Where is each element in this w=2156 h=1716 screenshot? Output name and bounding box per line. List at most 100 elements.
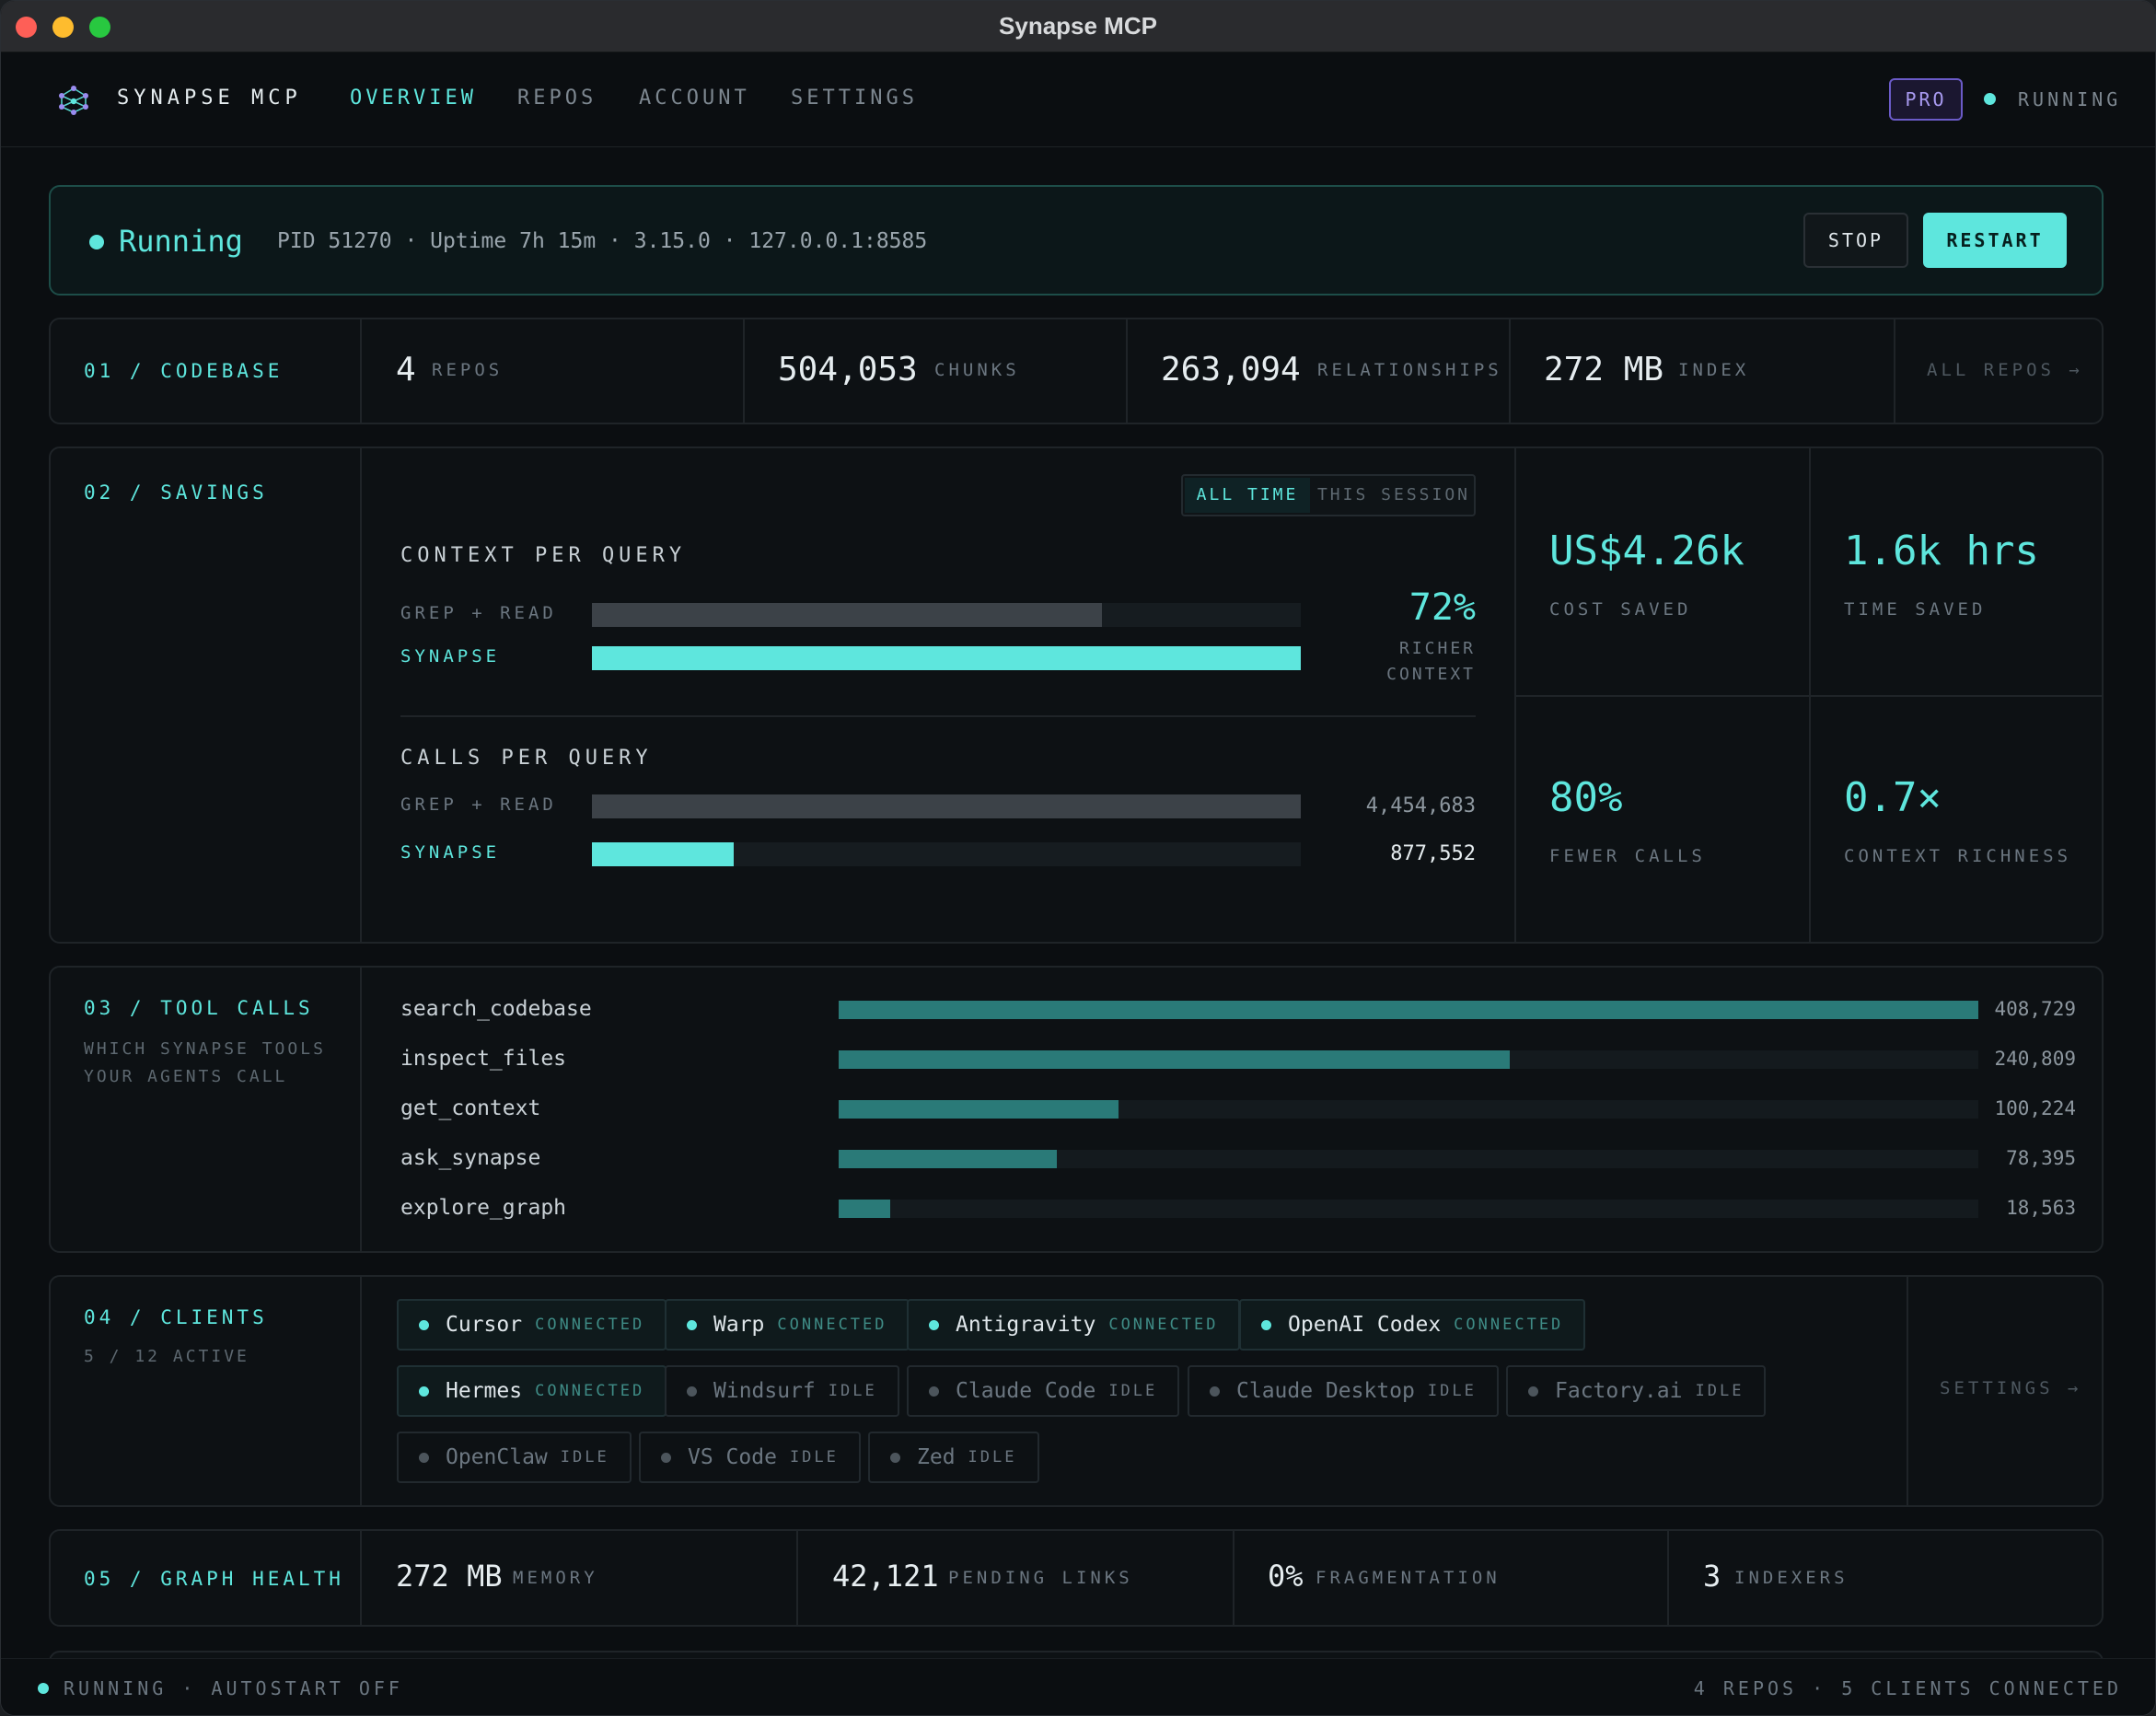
context-grep-bar-fill (592, 603, 1103, 627)
tab-repos[interactable]: REPOS (517, 87, 597, 110)
client-chip[interactable]: Hermes CONNECTED (397, 1365, 667, 1417)
fragmentation-value: 0% (1268, 1559, 1304, 1594)
client-status-dot-icon (661, 1452, 671, 1463)
calls-synapse-value: 877,552 (1390, 842, 1476, 865)
graph-health-section: 05 / GRAPH HEALTH 272 MB MEMORY 42,121 P… (49, 1529, 2104, 1627)
running-dot-icon (89, 235, 104, 249)
status-bar-left: RUNNING · AUTOSTART OFF (64, 1677, 403, 1699)
client-state: IDLE (789, 1448, 839, 1467)
tool-call-count: 100,224 (1994, 1097, 2076, 1119)
client-name: Zed (917, 1445, 956, 1469)
minimize-window-button[interactable] (52, 17, 74, 38)
toggle-all-time[interactable]: ALL TIME (1185, 478, 1310, 513)
client-state: CONNECTED (777, 1316, 887, 1334)
client-chip[interactable]: VS Code IDLE (639, 1432, 861, 1483)
client-chip[interactable]: Windsurf IDLE (665, 1365, 899, 1417)
section-label: 05 / GRAPH HEALTH (84, 1568, 344, 1590)
calls-synapse-label: SYNAPSE (400, 842, 501, 863)
client-chip[interactable]: Antigravity CONNECTED (907, 1299, 1241, 1351)
tool-name: get_context (400, 1096, 541, 1120)
repos-count: 4 (396, 351, 416, 388)
calls-grep-bar (592, 794, 1301, 818)
calls-grep-label: GREP + READ (400, 794, 557, 815)
client-state: IDLE (1108, 1382, 1158, 1400)
client-name: Cursor (446, 1313, 523, 1337)
pro-plan-badge[interactable]: PRO (1889, 78, 1963, 121)
fragmentation-unit: FRAGMENTATION (1316, 1568, 1501, 1588)
status-dot-icon (1984, 93, 1996, 105)
calls-grep-bar-fill (592, 794, 1301, 818)
maximize-window-button[interactable] (89, 17, 110, 38)
repos-unit: REPOS (432, 360, 504, 380)
client-name: Hermes (446, 1379, 523, 1403)
indexers-value: 3 (1703, 1559, 1721, 1594)
divider (400, 715, 1476, 717)
client-chip[interactable]: Claude Code IDLE (907, 1365, 1180, 1417)
memory-unit: MEMORY (513, 1568, 598, 1588)
fewer-calls-value: 80% (1549, 774, 1623, 821)
tool-calls-subtitle-1: WHICH SYNAPSE TOOLS (84, 1039, 326, 1059)
chunks-count: 504,053 (778, 351, 918, 388)
section-label: 01 / CODEBASE (84, 360, 284, 382)
cost-saved-value: US$4.26k (1549, 528, 1745, 574)
time-saved-value: 1.6k hrs (1844, 528, 2039, 574)
client-state: IDLE (560, 1448, 609, 1467)
client-state: IDLE (968, 1448, 1017, 1467)
client-chip[interactable]: OpenClaw IDLE (397, 1432, 632, 1483)
client-status-dot-icon (687, 1319, 697, 1330)
client-chip[interactable]: OpenAI Codex CONNECTED (1239, 1299, 1586, 1351)
client-chip[interactable]: Factory.ai IDLE (1506, 1365, 1767, 1417)
close-window-button[interactable] (16, 17, 37, 38)
client-chip[interactable]: Claude Desktop IDLE (1188, 1365, 1499, 1417)
section-label: 02 / SAVINGS (84, 481, 268, 504)
context-synapse-bar-fill (592, 646, 1301, 670)
toggle-this-session[interactable]: THIS SESSION (1316, 485, 1471, 504)
active-clients-count: 5 / 12 ACTIVE (84, 1347, 249, 1366)
client-state: IDLE (828, 1382, 877, 1400)
context-richness-label: CONTEXT RICHNESS (1844, 846, 2072, 866)
client-state: CONNECTED (1108, 1316, 1219, 1334)
calls-synapse-bar-fill (592, 842, 734, 866)
tab-settings[interactable]: SETTINGS (791, 87, 918, 110)
client-state: CONNECTED (535, 1382, 645, 1400)
client-chip[interactable]: Warp CONNECTED (665, 1299, 910, 1351)
title-bar: Synapse MCP (1, 1, 2155, 52)
clients-settings-link[interactable]: SETTINGS → (1940, 1378, 2082, 1398)
server-status-banner: Running PID 51270 · Uptime 7h 15m · 3.15… (49, 185, 2104, 296)
tool-name: explore_graph (400, 1196, 567, 1220)
index-unit: INDEX (1678, 360, 1750, 380)
codebase-section: 01 / CODEBASE 4 REPOS 504,053 CHUNKS 263… (49, 318, 2104, 424)
client-name: Claude Code (956, 1379, 1096, 1403)
banner-status-text: Running (119, 224, 243, 259)
tool-call-count: 240,809 (1994, 1048, 2076, 1070)
section-label: 04 / CLIENTS (84, 1306, 268, 1328)
stop-button[interactable]: STOP (1803, 213, 1908, 268)
time-saved-label: TIME SAVED (1844, 599, 1987, 620)
section-label: 03 / TOOL CALLS (84, 997, 314, 1019)
all-repos-link[interactable]: ALL REPOS → (1927, 360, 2083, 380)
context-grep-bar (592, 603, 1301, 627)
tool-call-count: 408,729 (1994, 998, 2076, 1020)
status-dot-icon (38, 1683, 49, 1694)
context-per-query-title: CONTEXT PER QUERY (400, 544, 687, 567)
cost-saved-label: COST SAVED (1549, 599, 1692, 620)
client-state: IDLE (1427, 1382, 1477, 1400)
client-chip[interactable]: Zed IDLE (868, 1432, 1039, 1483)
client-name: VS Code (688, 1445, 777, 1469)
client-name: Claude Desktop (1236, 1379, 1415, 1403)
restart-button[interactable]: RESTART (1923, 213, 2067, 268)
relationships-unit: RELATIONSHIPS (1317, 360, 1502, 380)
pending-links-unit: PENDING LINKS (948, 1568, 1133, 1588)
client-name: Antigravity (956, 1313, 1096, 1337)
tool-usage-bar (839, 1050, 1978, 1069)
context-richness-value: 0.7× (1844, 774, 1942, 821)
client-state: IDLE (1695, 1382, 1745, 1400)
time-range-toggle: ALL TIME THIS SESSION (1181, 474, 1476, 516)
client-chip[interactable]: Cursor CONNECTED (397, 1299, 667, 1351)
calls-synapse-bar (592, 842, 1301, 866)
tab-overview[interactable]: OVERVIEW (350, 87, 477, 110)
clients-section: 04 / CLIENTS 5 / 12 ACTIVE Cursor CONNECT… (49, 1275, 2104, 1507)
tab-account[interactable]: ACCOUNT (639, 87, 750, 110)
tool-usage-bar (839, 1150, 1978, 1168)
